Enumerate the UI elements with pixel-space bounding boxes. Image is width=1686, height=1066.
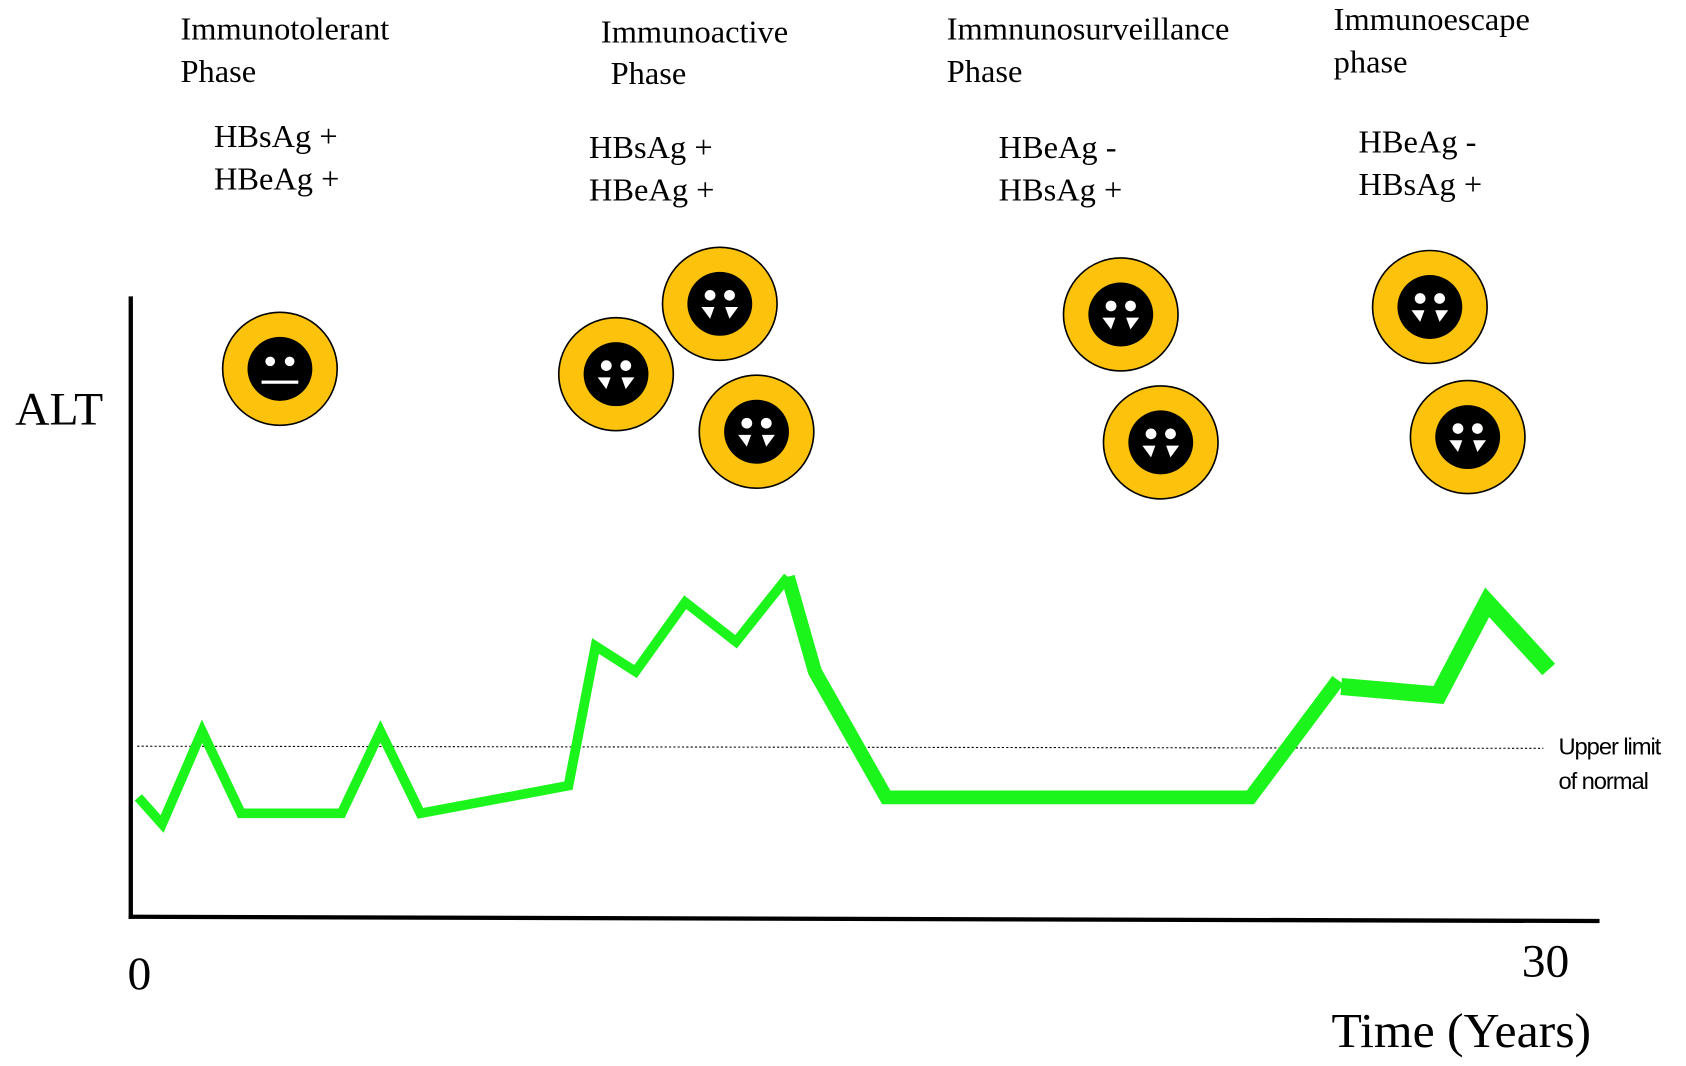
cell-icon bbox=[557, 316, 675, 432]
phase-title: phase bbox=[1334, 44, 1408, 80]
reference-label: Upper limit bbox=[1558, 735, 1661, 761]
cell-icon bbox=[221, 311, 339, 427]
x-start-label: 0 bbox=[128, 949, 152, 1001]
alt-curve bbox=[134, 573, 792, 833]
phase-marker: HBsAg + bbox=[999, 172, 1123, 208]
cell-icon bbox=[698, 374, 815, 490]
phase-marker: HBeAg - bbox=[999, 129, 1117, 165]
x-end-label: 30 bbox=[1522, 936, 1570, 988]
phase-marker: HBeAg - bbox=[1359, 124, 1477, 160]
reference-line bbox=[137, 745, 1544, 749]
phase-marker: HBsAg + bbox=[1359, 166, 1483, 202]
cell-icon bbox=[1062, 257, 1179, 372]
y-axis-label: ALT bbox=[15, 384, 103, 436]
phase-marker: HBsAg + bbox=[214, 118, 338, 154]
reference-label: of normal bbox=[1558, 769, 1647, 795]
phase-title: Immnunosurveillance bbox=[947, 11, 1230, 47]
phase-title: Immunoescape bbox=[1334, 1, 1530, 37]
phase-title: Immunotolerant bbox=[180, 11, 389, 47]
cell-icon bbox=[661, 246, 778, 362]
alt-curve bbox=[781, 574, 1344, 805]
phase-marker: HBeAg + bbox=[214, 161, 339, 197]
x-axis bbox=[128, 914, 1600, 924]
alt-curve bbox=[1340, 587, 1556, 705]
phase-title: Phase bbox=[611, 55, 687, 91]
phase-marker: HBsAg + bbox=[589, 129, 713, 165]
phase-title: Immunoactive bbox=[601, 14, 788, 50]
cell-icon bbox=[1102, 385, 1219, 500]
cell-icon bbox=[1371, 249, 1488, 365]
phase-title: Phase bbox=[180, 53, 256, 89]
phase-marker: HBeAg + bbox=[589, 172, 714, 208]
phase-title: Phase bbox=[947, 53, 1023, 89]
x-axis-label: Time (Years) bbox=[1332, 1003, 1592, 1058]
cell-icon bbox=[1409, 379, 1526, 495]
